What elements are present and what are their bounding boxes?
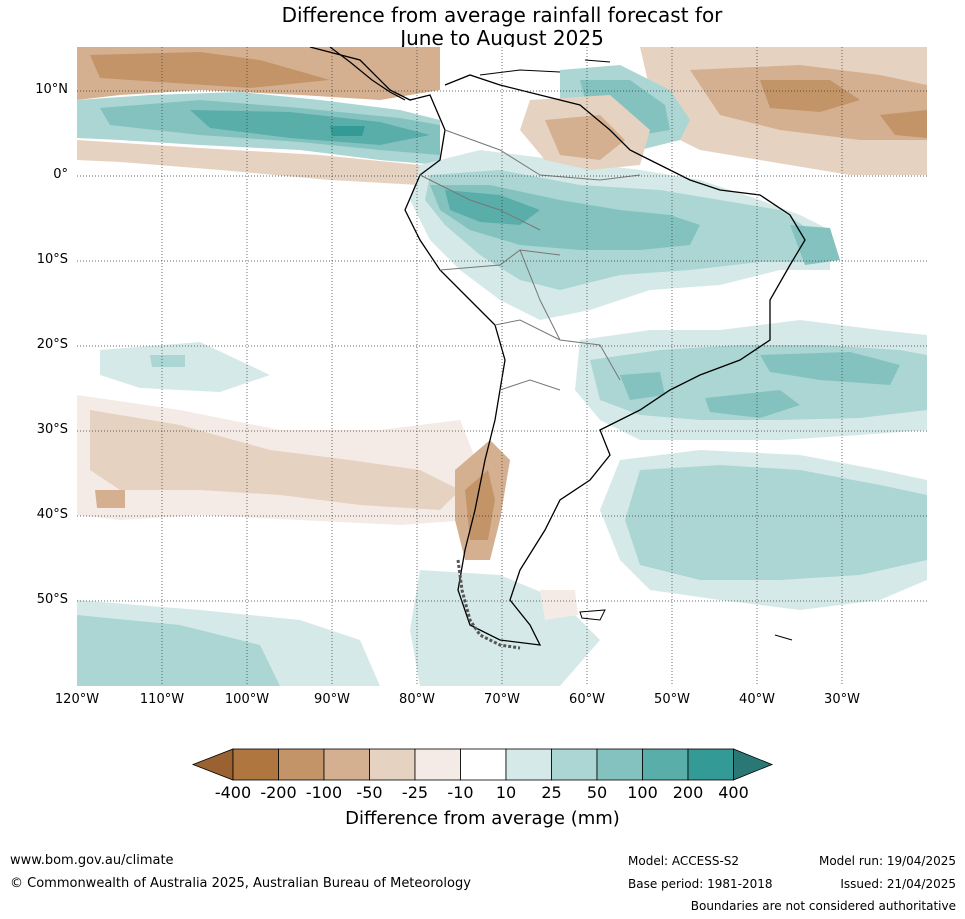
wet-core-pacific-2 xyxy=(190,110,430,145)
gridlines xyxy=(77,47,927,686)
lon-label-70w: 70°W xyxy=(484,692,520,707)
colorbar-cell xyxy=(460,748,507,781)
wet-caribbean-core xyxy=(580,80,670,135)
dry-falkland-patch xyxy=(540,590,578,620)
dry-core-north-west xyxy=(90,52,330,88)
colorbar-extend-low xyxy=(191,748,234,781)
dry-se-pacific-mid xyxy=(90,410,460,510)
lon-label-40w: 40°W xyxy=(739,692,775,707)
colorbar-tick: 100 xyxy=(627,783,658,802)
colorbar-tick: -50 xyxy=(356,783,383,802)
colorbar-tick: -200 xyxy=(260,783,297,802)
wet-south-atlantic-core xyxy=(620,372,665,400)
dry-se-pacific-core xyxy=(95,490,125,508)
wet-sw-pacific-mid xyxy=(77,615,280,686)
dry-core-north-east-2 xyxy=(760,80,860,112)
dry-strip-equator xyxy=(77,140,420,185)
wet-south-atlantic-core-2 xyxy=(760,352,900,385)
lon-label-120w: 120°W xyxy=(54,692,100,707)
lon-label-90w: 90°W xyxy=(314,692,350,707)
lat-label-20s: 20°S xyxy=(36,337,68,352)
colorbar-tick: 400 xyxy=(718,783,749,802)
title-line-2: June to August 2025 xyxy=(400,26,604,50)
chilean-fjords xyxy=(456,559,521,650)
lon-label-30w: 30°W xyxy=(824,692,860,707)
colorbar-tick: 25 xyxy=(541,783,562,802)
model-name: Model: ACCESS-S2 xyxy=(628,854,740,868)
colorbar-label: Difference from average (mm) xyxy=(345,808,620,829)
copyright-text: © Commonwealth of Australia 2025, Austra… xyxy=(10,876,471,891)
south-georgia xyxy=(774,634,793,641)
lon-label-60w: 60°W xyxy=(569,692,605,707)
lon-label-80w: 80°W xyxy=(399,692,435,707)
colorbar-cell xyxy=(551,748,598,781)
base-period: Base period: 1981-2018 xyxy=(628,877,773,891)
colorbar-cell xyxy=(596,748,643,781)
colorbar-cell xyxy=(687,748,734,781)
colorbar-cell xyxy=(642,748,689,781)
colorbar-tick: -100 xyxy=(305,783,343,802)
wet-core-pacific-3 xyxy=(330,126,365,136)
colorbar-tick: -400 xyxy=(214,783,252,802)
lat-label-50s: 50°S xyxy=(36,592,68,607)
colorbar-cells xyxy=(191,748,774,781)
lat-label-10n: 10°N xyxy=(35,82,68,97)
map-title: Difference from average rainfall forecas… xyxy=(77,4,927,50)
model-run-date: Model run: 19/04/2025 xyxy=(818,854,956,868)
wet-south-atlantic-core-3 xyxy=(705,390,800,418)
lat-label-30s: 30°S xyxy=(36,422,68,437)
lon-label-100w: 100°W xyxy=(224,692,270,707)
rainfall-anomaly-shading xyxy=(77,47,927,686)
south-america-coastline xyxy=(309,47,806,646)
coastlines xyxy=(309,47,806,650)
central-america-coastline xyxy=(329,47,406,101)
colorbar-tick: 50 xyxy=(586,783,608,802)
colorbar-tick: -10 xyxy=(447,783,474,802)
wet-south-atlantic-far-mid xyxy=(625,465,927,580)
colorbar-tick: 200 xyxy=(672,783,704,802)
boundaries-disclaimer: Boundaries are not considered authoritat… xyxy=(690,899,956,913)
colorbar-tick: 10 xyxy=(495,783,517,802)
colorbar-cell xyxy=(414,748,461,781)
lon-label-50w: 50°W xyxy=(654,692,690,707)
lat-label-10s: 10°S xyxy=(36,252,68,267)
colorbar-cell xyxy=(278,748,325,781)
lat-label-0: 0° xyxy=(53,167,68,182)
falkland-islands xyxy=(579,609,606,621)
colorbar-extend-high xyxy=(733,748,774,781)
colorbar-cell xyxy=(505,748,552,781)
wet-mid-pacific-core xyxy=(150,355,185,367)
colorbar-cell xyxy=(232,748,279,781)
caribbean-islands xyxy=(479,59,611,76)
colorbar-tick: -25 xyxy=(401,783,429,802)
dry-core-north-east-3 xyxy=(880,110,927,138)
lat-label-40s: 40°S xyxy=(36,507,68,522)
country-borders xyxy=(419,129,641,391)
lon-label-110w: 110°W xyxy=(139,692,185,707)
colorbar-cell xyxy=(323,748,370,781)
issued-date: Issued: 21/04/2025 xyxy=(840,877,956,891)
title-line-1: Difference from average rainfall forecas… xyxy=(281,3,723,27)
colorbar-cell xyxy=(369,748,416,781)
website-link[interactable]: www.bom.gov.au/climate xyxy=(10,853,174,868)
